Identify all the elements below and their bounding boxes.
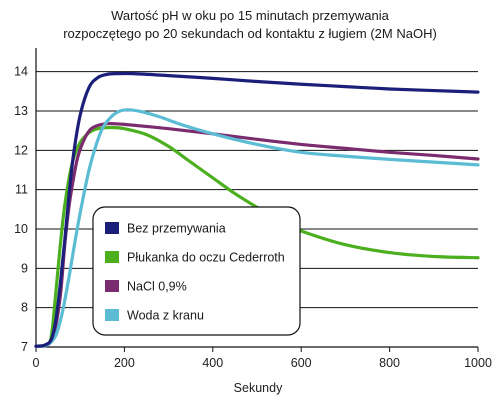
legend-label-0: Bez przemywania bbox=[127, 222, 226, 236]
legend-swatch-0 bbox=[105, 222, 119, 234]
legend-label-1: Płukanka do oczu Cederroth bbox=[127, 251, 285, 265]
legend-box bbox=[92, 206, 301, 336]
x-tick-label: 400 bbox=[202, 356, 223, 370]
y-tick-label: 7 bbox=[21, 340, 28, 354]
legend-swatch-2 bbox=[105, 280, 119, 292]
series-lines bbox=[34, 71, 480, 348]
x-tick-label: 600 bbox=[291, 356, 312, 370]
legend-swatch-3 bbox=[105, 309, 119, 321]
y-tick-label: 9 bbox=[21, 261, 28, 275]
y-tick-label: 12 bbox=[14, 143, 28, 157]
axes bbox=[35, 48, 478, 348]
x-tick-label: 200 bbox=[114, 356, 135, 370]
series-line-1 bbox=[34, 125, 480, 348]
x-tick-label: 1000 bbox=[464, 356, 492, 370]
x-axis-ticks: 0 200 400 600 800 1000 bbox=[33, 347, 492, 370]
series-line-0 bbox=[34, 71, 480, 348]
y-tick-label: 8 bbox=[21, 301, 28, 315]
x-tick-label: 0 bbox=[33, 356, 40, 370]
x-axis-label: Sekundy bbox=[234, 381, 283, 395]
chart-title-line1: Wartość pH w oku po 15 minutach przemywa… bbox=[111, 8, 389, 23]
y-axis-ticks: 7 8 9 10 11 12 13 14 bbox=[14, 65, 28, 354]
legend-label-3: Woda z kranu bbox=[127, 309, 204, 323]
series-line-3 bbox=[34, 108, 480, 348]
y-tick-label: 13 bbox=[14, 104, 28, 118]
legend-label-2: NaCl 0,9% bbox=[127, 280, 187, 294]
y-tick-label: 14 bbox=[14, 65, 28, 79]
y-tick-label: 11 bbox=[15, 183, 28, 197]
chart-title-line2: rozpoczętego po 20 sekundach od kontaktu… bbox=[63, 26, 437, 41]
x-tick-label: 800 bbox=[379, 356, 400, 370]
legend-swatch-1 bbox=[105, 251, 119, 263]
y-tick-label: 10 bbox=[14, 222, 28, 236]
legend: Bez przemywania Płukanka do oczu Cederrot… bbox=[92, 206, 301, 336]
